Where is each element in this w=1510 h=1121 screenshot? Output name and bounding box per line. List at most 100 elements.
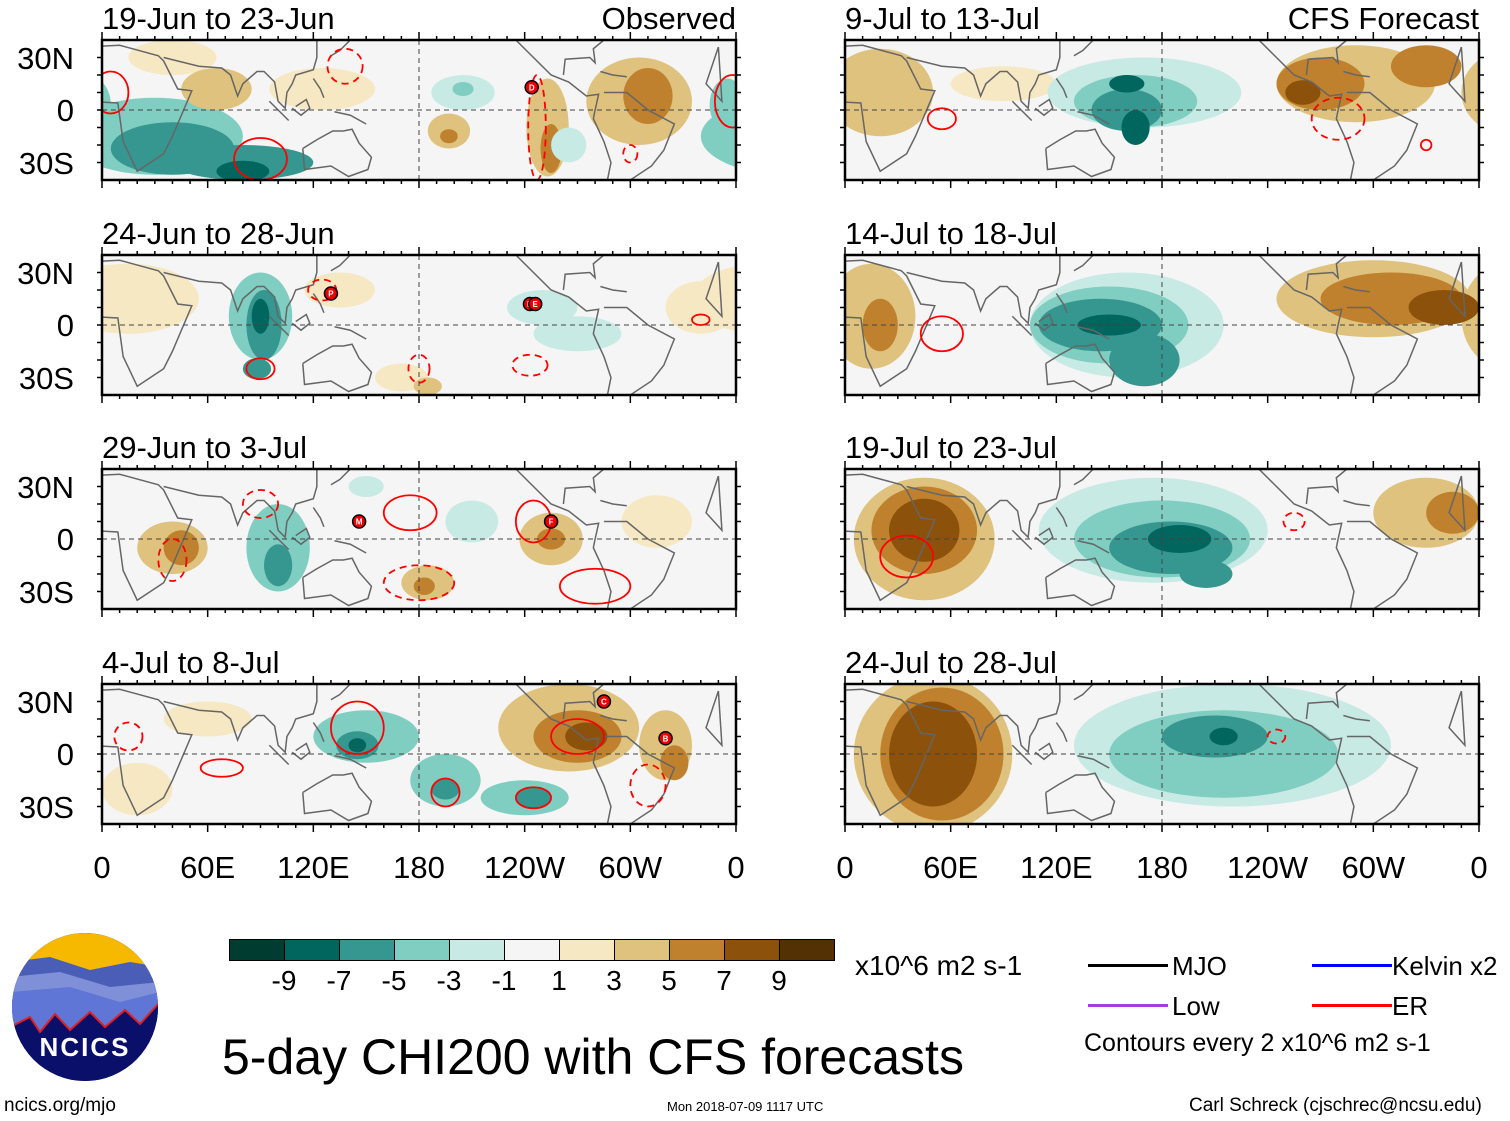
anomaly-contour [251,298,270,334]
er-contour [241,489,280,519]
lat-label: 0 [56,522,74,557]
storm-marker: F [543,514,559,529]
coastline [1258,684,1355,824]
anomaly-contour [181,68,252,110]
er-contour [382,494,438,532]
coastline [600,285,627,293]
er-contour [245,357,276,381]
colorbar-swatch [614,939,670,961]
anomaly-contour [440,129,458,144]
coastline [603,520,676,609]
er-contour [430,777,461,808]
er-contour [629,763,667,808]
coastline [1077,326,1110,340]
coastline [845,688,936,817]
er-contour [382,564,456,602]
coastline [291,98,311,117]
coastline [1073,684,1094,701]
er-contour [622,144,639,164]
coastline [1034,313,1054,332]
coastline [1258,469,1355,609]
coastline [1305,469,1348,505]
lon-label: 120E [1020,850,1093,885]
coastline [515,40,612,180]
coastline [1011,529,1033,551]
anomaly-contour [269,68,375,110]
map-panel [840,676,1484,832]
coastline [603,306,676,395]
lat-label: 30S [18,146,74,181]
colorbar-swatch [779,939,835,961]
anomaly-contour [1390,45,1462,88]
coastline [291,313,311,332]
anomaly-contour [1276,57,1365,110]
storm-marker: M [351,514,367,529]
coastline [562,40,605,76]
lat-label: 30N [17,256,74,291]
colorbar-swatch [559,939,615,961]
coastline [600,714,627,722]
anomaly-contour [431,778,460,800]
anomaly-contour [515,787,552,809]
footer-author: Carl Schreck (cjschrec@ncsu.edu) [1189,1095,1482,1116]
coastline [705,261,723,319]
coastline [102,473,193,602]
anomaly-contour [1408,290,1479,325]
storm-letter: M [356,518,363,527]
coastline [334,755,367,769]
coastline [1448,690,1466,748]
coastline [600,499,627,507]
coastline [1343,70,1370,78]
coastline [302,557,373,607]
map-panel: D [97,32,741,188]
coastline [268,100,290,122]
lat-label: 30S [18,575,74,610]
anomaly-contour [551,127,587,163]
coastline [1011,744,1033,766]
coastline [1055,507,1068,528]
lat-label: 30S [18,361,74,396]
coastline [330,684,351,701]
coastline [1448,261,1466,319]
anomaly-contour [1209,727,1238,746]
anomaly-contour [264,544,293,587]
coastline [906,469,1061,539]
anomaly-contour [304,272,375,308]
colorbar-label: -3 [436,965,462,996]
er-contour [1266,728,1287,745]
panel-title: 24-Jun to 28-Jun [102,216,335,251]
anomaly-contour [533,316,622,352]
er-contour [691,313,711,326]
coastline [1305,684,1348,720]
panel-tag: Observed [601,1,736,36]
coastline [1448,475,1466,533]
lat-label: 30N [17,41,74,76]
anomaly-contour [536,528,566,550]
anomaly-contour [163,701,252,737]
coastline [163,469,318,539]
anomaly-contour [1170,139,1224,168]
anomaly-contour [1461,59,1479,126]
footer-url[interactable]: ncics.org/mjo [4,1095,116,1116]
coastline [515,684,612,824]
coastline [102,44,193,173]
panel-title: 19-Jul to 23-Jul [845,430,1057,465]
coastline [1343,499,1370,507]
anomaly-contour [242,358,272,380]
colorbar-swatch [229,939,285,961]
coastline [291,527,311,546]
colorbar-swatch [339,939,395,961]
legend-line-er [1312,1004,1392,1007]
colorbar-swatch [284,939,340,961]
coastline [268,315,290,337]
logo-text: NCICS [40,1032,131,1062]
coastline [1077,755,1110,769]
coastline [302,128,373,178]
coastline [603,91,676,180]
panel-tag: CFS Forecast [1287,1,1479,36]
coastline [163,684,318,754]
lat-label: 0 [56,308,74,343]
coastline [334,326,367,340]
storm-letter: D [529,83,535,92]
